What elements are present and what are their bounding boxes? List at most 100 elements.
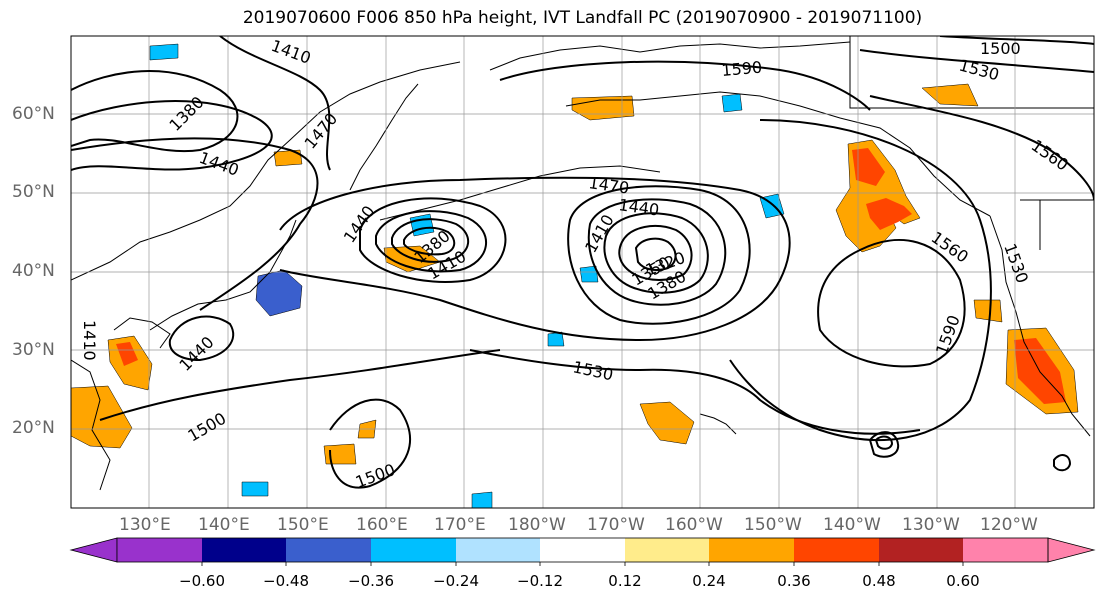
colorbar-bin [625,538,709,562]
coast-kyushu [113,317,171,349]
colorbar-bin [202,538,286,562]
lat-label: 30°N [12,340,55,360]
contour-label: 1530 [957,56,1001,85]
contour-1380-north [71,70,239,153]
lon-label: 130°E [119,515,171,535]
lon-label: 160°E [356,515,408,535]
colorbar-tick-label: −0.36 [348,572,394,590]
gridlines [71,36,1094,508]
ivt-negative-north1 [149,43,179,61]
contour-1380-low2 [603,212,709,294]
contour-label: 1500 [353,460,398,492]
plot-title: 2019070600 F006 850 hPa height, IVT Land… [242,8,923,28]
ivt-negative-storm1 [409,213,435,237]
lon-label: 170°W [587,515,645,535]
coast-alaska-north [489,41,851,71]
ivt-positive-bc [921,83,979,107]
colorbar-tick-label: −0.60 [179,572,225,590]
colorbar-bin [286,538,371,562]
colorbar-bin [963,538,1048,562]
colorbar-tick-label: −0.24 [433,572,479,590]
contour-1470-ring [279,176,791,342]
colorbar [69,537,1096,566]
colorbar-bin [709,538,794,562]
contour-1530-mid [469,349,921,435]
lon-label: 120°W [980,515,1038,535]
contour-label: 1500 [980,39,1021,58]
lon-label: 140°W [823,515,881,535]
coast-asia [71,61,461,281]
contour-1440-japan [168,315,235,362]
coast-westcoast [989,215,1091,437]
contour-label: 1470 [587,173,630,197]
colorbar-extend-left [69,537,118,563]
contour-1410-low1 [375,210,487,273]
contour-1590-north [499,60,871,111]
colorbar-tick-label: −0.48 [263,572,309,590]
colorbar-tick-label: 0.12 [608,572,642,590]
ivt-negative-south1 [471,491,493,508]
lon-label: 180°W [508,515,566,535]
contour-label: 1440 [175,333,217,375]
colorbar-tick-label: 0.24 [692,572,726,590]
contour-1380-low1 [391,218,469,263]
contour-1440-low2 [567,185,751,325]
coast-hawaii [699,413,737,435]
contour-1320-low2 [634,237,677,271]
map-area: 1410 1380 1440 1470 1500 1530 1590 1470 … [71,36,1094,508]
contour-label: 1410 [80,320,99,361]
contour-1350-low1 [403,226,456,256]
ivt-positive-oregon [973,299,1003,323]
border-canada-us [849,36,1094,250]
lon-label: 170°E [434,515,486,535]
coast-kamchatka [349,83,419,191]
colorbar-tick-label: 0.60 [946,572,980,590]
ivt-positive-small1 [323,443,357,465]
ivt-negative-south2 [241,481,269,497]
contour-small-east [1053,454,1072,472]
contour-label: 1530 [1000,241,1032,286]
ivt-strong-gulf [852,148,885,186]
lat-label: 40°N [12,261,55,281]
contour-1560-east [869,95,1094,201]
colorbar-bin [794,538,879,562]
contour-1500-east [939,36,1094,45]
colorbar-ticks [201,562,964,566]
contour-label: 1590 [721,58,763,80]
lon-label: 140°E [198,515,250,535]
contour-label: 1470 [301,109,342,152]
contour-1410-low2 [587,198,727,306]
lat-label: 20°N [12,418,55,438]
lat-label: 50°N [12,182,55,202]
contour-label: 1560 [1028,136,1072,175]
contour-1440-low1 [359,197,507,283]
ivt-strong-gulf-2 [866,198,912,230]
lon-label: 150°W [744,515,802,535]
contour-label: 1500 [185,409,230,446]
contour-1530-east [859,49,1094,73]
ivt-positive-hawaii [639,401,695,445]
contour-small-south-inner [874,435,894,450]
ivt-negative-north2 [721,93,743,113]
ivt-negative-japan [255,269,303,317]
map-frame [70,35,1095,509]
lat-label: 60°N [12,104,55,124]
ivt-negative-small4 [579,265,599,283]
height-contours [71,36,1094,489]
contour-label: 1440 [340,202,379,246]
contour-1350-low2 [618,225,693,281]
contour-1440-north [71,137,319,311]
colorbar-bin [117,538,202,562]
contour-small-south [868,431,900,458]
ivt-strong-kyushu [116,342,138,366]
ivt-positive-china [71,385,133,449]
contour-1500-south [329,398,411,489]
colorbar-bin [879,538,963,562]
contour-label: 1410 [581,211,618,256]
contour-1410-north [71,100,273,171]
lon-label: 160°W [665,515,723,535]
lon-label: 130°W [902,515,960,535]
colorbar-extend-right [1047,537,1096,563]
colorbar-tick-label: −0.12 [517,572,563,590]
